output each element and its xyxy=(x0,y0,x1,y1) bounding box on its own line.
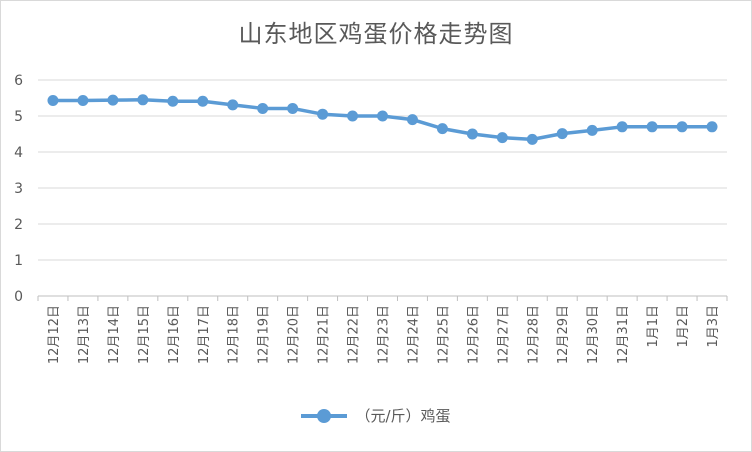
legend-line-marker xyxy=(301,408,348,423)
y-tick-label: 2 xyxy=(14,217,23,233)
x-tick-label: 12月26日 xyxy=(466,305,481,364)
x-tick-label: 12月27日 xyxy=(496,305,511,364)
x-tick-label: 12月15日 xyxy=(137,305,152,364)
data-point xyxy=(496,132,508,144)
data-point xyxy=(347,110,359,122)
data-point xyxy=(257,102,269,114)
y-tick-label: 4 xyxy=(14,145,23,161)
x-tick-label: 12月21日 xyxy=(317,305,332,364)
x-tick-label: 12月22日 xyxy=(347,305,362,364)
x-tick-label: 12月20日 xyxy=(287,305,302,364)
y-tick-label: 3 xyxy=(14,181,23,197)
x-tick-label: 12月28日 xyxy=(526,305,541,364)
legend: （元/斤）鸡蛋 xyxy=(0,405,752,426)
y-tick-label: 1 xyxy=(14,253,23,269)
x-tick-label: 12月16日 xyxy=(167,305,182,364)
data-point xyxy=(317,108,329,120)
x-tick-label: 12月13日 xyxy=(77,305,92,364)
data-point xyxy=(586,124,598,136)
data-point xyxy=(47,95,59,107)
x-tick-label: 12月12日 xyxy=(47,305,62,364)
data-point xyxy=(377,110,388,122)
data-point xyxy=(676,121,688,133)
data-point xyxy=(466,128,478,140)
data-point xyxy=(646,121,658,133)
x-tick-label: 12月23日 xyxy=(377,305,392,364)
legend-label: （元/斤）鸡蛋 xyxy=(355,407,451,425)
x-tick-label: 12月14日 xyxy=(107,305,122,364)
x-tick-label: 1月3日 xyxy=(706,305,721,348)
x-tick-label: 1月2日 xyxy=(676,305,691,348)
data-point xyxy=(526,133,538,145)
data-point xyxy=(406,114,418,126)
data-point xyxy=(197,95,209,107)
data-point xyxy=(77,95,89,107)
data-point xyxy=(107,94,119,106)
y-tick-label: 5 xyxy=(14,109,23,125)
data-point xyxy=(706,121,718,133)
data-point xyxy=(137,94,149,106)
y-tick-label: 0 xyxy=(14,289,23,305)
x-tick-label: 12月18日 xyxy=(227,305,242,364)
data-point xyxy=(616,121,628,133)
x-tick-label: 12月29日 xyxy=(556,305,571,364)
x-tick-label: 12月31日 xyxy=(616,305,631,364)
x-tick-label: 1月1日 xyxy=(646,305,661,348)
data-point xyxy=(227,99,239,111)
x-tick-label: 12月24日 xyxy=(406,305,421,364)
data-point xyxy=(436,123,448,135)
data-point xyxy=(287,102,299,114)
data-point xyxy=(167,95,179,107)
chart-title: 山东地区鸡蛋价格走势图 xyxy=(238,20,514,48)
x-tick-label: 12月19日 xyxy=(257,305,272,364)
x-tick-label: 12月30日 xyxy=(586,305,601,364)
x-tick-label: 12月17日 xyxy=(197,305,212,364)
y-tick-label: 6 xyxy=(14,73,23,89)
data-point xyxy=(556,128,568,140)
x-tick-label: 12月25日 xyxy=(436,305,451,364)
